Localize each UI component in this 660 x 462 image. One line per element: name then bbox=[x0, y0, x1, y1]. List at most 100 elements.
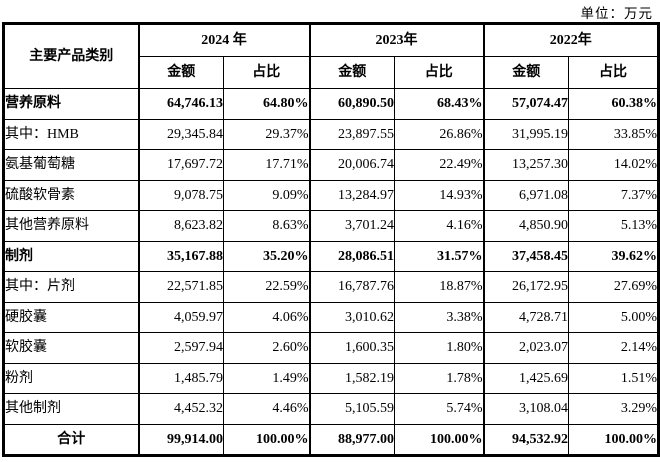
ratio-cell: 1.80% bbox=[394, 332, 484, 364]
amount-cell: 2,597.94 bbox=[137, 332, 224, 364]
ratio-cell: 1.78% bbox=[394, 362, 484, 394]
amount-cell: 99,914.00 bbox=[137, 423, 224, 456]
table-row: 粉剂 1,485.79 1.49% 1,582.19 1.78% 1,425.69 1.51… bbox=[3, 362, 659, 394]
row-label: 其中：HMB bbox=[3, 118, 139, 150]
table-body: 营养原料 64,746.13 64.80% 60,890.50 68.43% 57,074… bbox=[3, 88, 659, 456]
amount-cell: 6,971.08 bbox=[482, 179, 569, 211]
ratio-cell: 22.59% bbox=[223, 271, 310, 303]
table-row: 硫酸软骨素 9,078.75 9.09% 13,284.97 14.93% 6,971.0… bbox=[3, 179, 659, 211]
amount-cell: 20,006.74 bbox=[308, 149, 395, 181]
amount-cell: 4,850.90 bbox=[482, 210, 569, 242]
amount-cell: 4,059.97 bbox=[137, 301, 224, 333]
ratio-cell: 68.43% bbox=[394, 88, 484, 120]
ratio-cell: 3.29% bbox=[568, 393, 659, 425]
row-label: 软胶囊 bbox=[3, 332, 139, 364]
ratio-cell: 4.46% bbox=[223, 393, 310, 425]
row-label: 氨基葡萄糖 bbox=[3, 149, 139, 181]
ratio-cell: 18.87% bbox=[394, 271, 484, 303]
amount-cell: 3,108.04 bbox=[482, 393, 569, 425]
table-row: 软胶囊 2,597.94 2.60% 1,600.35 1.80% 2,023.07 2.1… bbox=[3, 332, 659, 364]
amount-cell: 13,257.30 bbox=[482, 149, 569, 181]
table-row: 其中：HMB 29,345.84 29.37% 23,897.55 26.86% 31,9… bbox=[3, 118, 659, 150]
amount-cell: 57,074.47 bbox=[482, 88, 569, 120]
row-label: 制剂 bbox=[3, 240, 139, 272]
ratio-cell: 27.69% bbox=[568, 271, 659, 303]
column-header-category: 主要产品类别 bbox=[3, 23, 139, 89]
amount-cell: 29,345.84 bbox=[137, 118, 224, 150]
table-row: 其中：片剂 22,571.85 22.59% 16,787.76 18.87% 26,17… bbox=[3, 271, 659, 303]
amount-cell: 31,995.19 bbox=[482, 118, 569, 150]
amount-cell: 3,010.62 bbox=[308, 301, 395, 333]
year-header-2024: 2024 年 bbox=[137, 23, 310, 57]
amount-cell: 1,600.35 bbox=[308, 332, 395, 364]
ratio-cell: 1.49% bbox=[223, 362, 310, 394]
row-label: 硬胶囊 bbox=[3, 301, 139, 333]
amount-cell: 37,458.45 bbox=[482, 240, 569, 272]
row-label: 其他制剂 bbox=[3, 393, 139, 425]
ratio-cell: 14.02% bbox=[568, 149, 659, 181]
ratio-cell: 5.74% bbox=[394, 393, 484, 425]
ratio-cell: 64.80% bbox=[223, 88, 310, 120]
ratio-cell: 8.63% bbox=[223, 210, 310, 242]
amount-cell: 2,023.07 bbox=[482, 332, 569, 364]
table-row: 其他制剂 4,452.32 4.46% 5,105.59 5.74% 3,108.04 3.… bbox=[3, 393, 659, 425]
amount-cell: 94,532.92 bbox=[482, 423, 569, 456]
table-row: 其他营养原料 8,623.82 8.63% 3,701.24 4.16% 4,850.90… bbox=[3, 210, 659, 242]
ratio-cell: 100.00% bbox=[394, 423, 484, 456]
amount-cell: 23,897.55 bbox=[308, 118, 395, 150]
year-header-2023: 2023年 bbox=[308, 23, 484, 57]
amount-cell: 17,697.72 bbox=[137, 149, 224, 181]
row-label: 硫酸软骨素 bbox=[3, 179, 139, 211]
amount-cell: 4,452.32 bbox=[137, 393, 224, 425]
ratio-cell: 2.60% bbox=[223, 332, 310, 364]
ratio-cell: 35.20% bbox=[223, 240, 310, 272]
table-header: 主要产品类别 2024 年 2023年 2022年 金额 占比 金额 占比 金额… bbox=[3, 23, 659, 89]
subheader-amount-2023: 金额 bbox=[308, 56, 395, 89]
amount-cell: 60,890.50 bbox=[308, 88, 395, 120]
product-category-table: 主要产品类别 2024 年 2023年 2022年 金额 占比 金额 占比 金额… bbox=[2, 22, 660, 457]
ratio-cell: 26.86% bbox=[394, 118, 484, 150]
ratio-cell: 5.00% bbox=[568, 301, 659, 333]
amount-cell: 1,485.79 bbox=[137, 362, 224, 394]
ratio-cell: 1.51% bbox=[568, 362, 659, 394]
ratio-cell: 100.00% bbox=[223, 423, 310, 456]
amount-cell: 88,977.00 bbox=[308, 423, 395, 456]
amount-cell: 8,623.82 bbox=[137, 210, 224, 242]
table-row: 氨基葡萄糖 17,697.72 17.71% 20,006.74 22.49% 13,25… bbox=[3, 149, 659, 181]
subheader-amount-2022: 金额 bbox=[482, 56, 569, 89]
ratio-cell: 31.57% bbox=[394, 240, 484, 272]
amount-cell: 13,284.97 bbox=[308, 179, 395, 211]
ratio-cell: 33.85% bbox=[568, 118, 659, 150]
amount-cell: 3,701.24 bbox=[308, 210, 395, 242]
amount-cell: 35,167.88 bbox=[137, 240, 224, 272]
header-row-years: 主要产品类别 2024 年 2023年 2022年 bbox=[3, 23, 659, 89]
unit-label: 单位：万元 bbox=[580, 6, 653, 21]
amount-cell: 9,078.75 bbox=[137, 179, 224, 211]
amount-cell: 4,728.71 bbox=[482, 301, 569, 333]
subheader-ratio-2023: 占比 bbox=[394, 56, 484, 89]
subheader-ratio-2022: 占比 bbox=[568, 56, 659, 89]
amount-cell: 26,172.95 bbox=[482, 271, 569, 303]
ratio-cell: 4.06% bbox=[223, 301, 310, 333]
amount-cell: 22,571.85 bbox=[137, 271, 224, 303]
row-label: 合计 bbox=[3, 423, 139, 456]
ratio-cell: 7.37% bbox=[568, 179, 659, 211]
ratio-cell: 60.38% bbox=[568, 88, 659, 120]
ratio-cell: 14.93% bbox=[394, 179, 484, 211]
ratio-cell: 17.71% bbox=[223, 149, 310, 181]
ratio-cell: 3.38% bbox=[394, 301, 484, 333]
ratio-cell: 29.37% bbox=[223, 118, 310, 150]
amount-cell: 1,582.19 bbox=[308, 362, 395, 394]
ratio-cell: 9.09% bbox=[223, 179, 310, 211]
row-label: 粉剂 bbox=[3, 362, 139, 394]
amount-cell: 5,105.59 bbox=[308, 393, 395, 425]
ratio-cell: 2.14% bbox=[568, 332, 659, 364]
ratio-cell: 39.62% bbox=[568, 240, 659, 272]
amount-cell: 16,787.76 bbox=[308, 271, 395, 303]
table-row: 制剂 35,167.88 35.20% 28,086.51 31.57% 37,458.4… bbox=[3, 240, 659, 272]
subheader-ratio-2024: 占比 bbox=[223, 56, 310, 89]
row-label: 营养原料 bbox=[3, 88, 139, 120]
amount-cell: 28,086.51 bbox=[308, 240, 395, 272]
table-row: 营养原料 64,746.13 64.80% 60,890.50 68.43% 57,074… bbox=[3, 88, 659, 120]
